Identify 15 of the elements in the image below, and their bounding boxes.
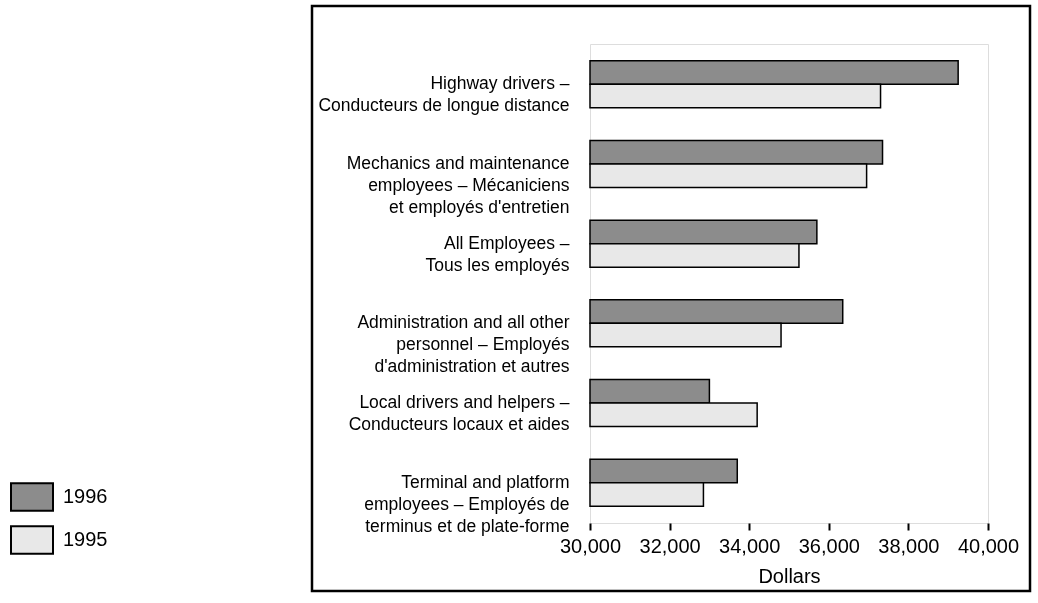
legend-label: 1996 <box>63 485 108 507</box>
y-tick-label: Local drivers and helpers – Conducteurs locaux et aides <box>348 392 570 435</box>
x-tick-label: 30,000 <box>559 534 622 557</box>
y-tick-label: Highway drivers – Conducteurs de longue distance <box>318 73 570 116</box>
y-tick-label: Mechanics and maintenance employees – Mécaniciens et employés d'entretien <box>346 152 570 217</box>
y-tick-label: Administration and all other personnel – Employés d'administration et autres <box>357 312 570 377</box>
x-tick-label: 32,000 <box>639 534 701 557</box>
x-axis-title: Dollars <box>758 564 821 587</box>
x-tick-label: 36,000 <box>798 534 860 557</box>
x-tick-label: 40,000 <box>957 534 1020 557</box>
x-tick-label: 38,000 <box>878 534 940 557</box>
x-tick-label: 34,000 <box>719 534 781 557</box>
y-tick-label: Terminal and platform employees – Employés de terminus et de plate-forme <box>364 471 570 536</box>
y-tick-label: All Employees – Tous les employés <box>425 232 570 275</box>
legend-label: 1995 <box>63 528 108 550</box>
